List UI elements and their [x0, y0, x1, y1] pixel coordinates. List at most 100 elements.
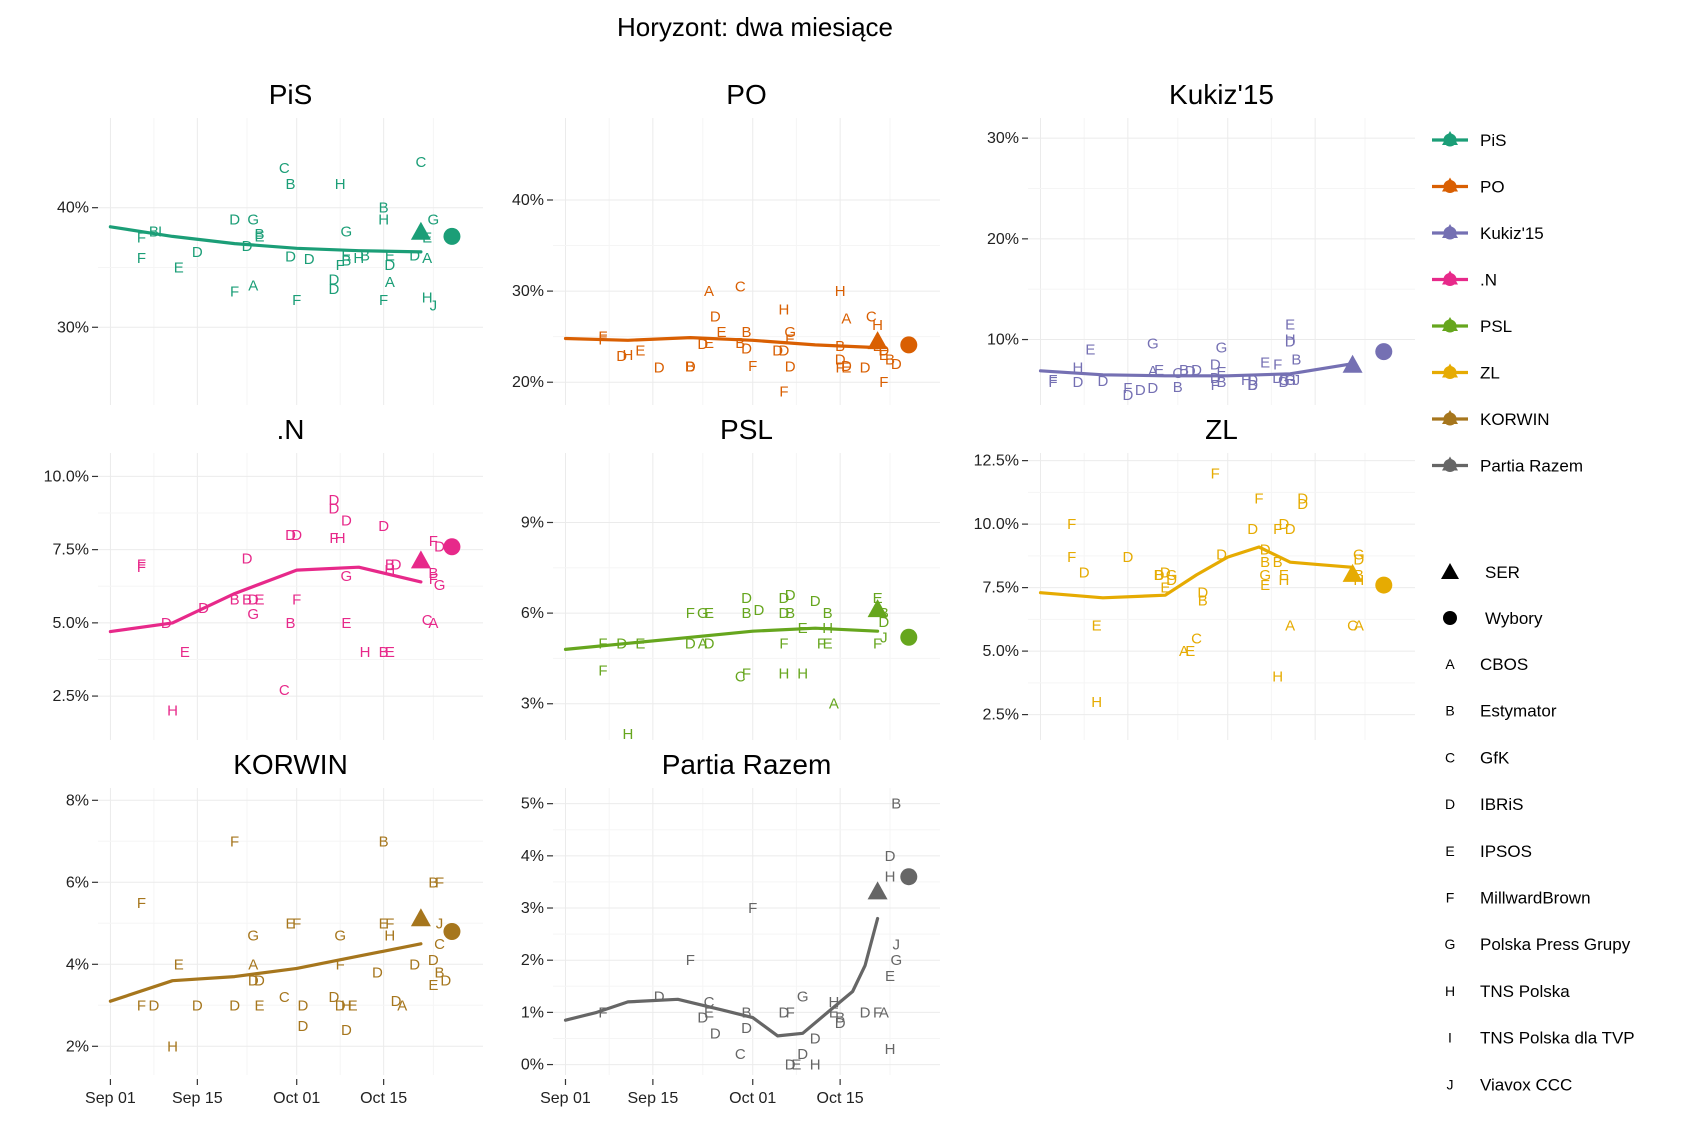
- panel-title: Partia Razem: [662, 749, 832, 780]
- poll-point-b: B: [885, 351, 895, 368]
- poll-point-h: H: [797, 666, 808, 683]
- y-tick-label: 4%: [66, 956, 89, 973]
- poll-point-e: E: [704, 1004, 714, 1021]
- poll-point-j: J: [893, 937, 901, 954]
- poll-point-g: G: [334, 928, 346, 945]
- y-tick-label: 7.5%: [983, 580, 1019, 597]
- poll-point-f: F: [292, 591, 301, 608]
- poll-point-e: E: [341, 615, 351, 632]
- poll-point-h: H: [422, 289, 433, 306]
- y-tick-label: 5%: [521, 796, 544, 813]
- poll-point-d: D: [242, 238, 253, 255]
- poll-point-e: E: [174, 956, 184, 973]
- poll-point-h: H: [167, 703, 178, 720]
- poll-point-c: C: [866, 309, 877, 326]
- poll-point-a: A: [1354, 618, 1364, 635]
- poll-point-d: D: [779, 590, 790, 607]
- poll-point-b: B: [891, 796, 901, 813]
- x-tick-label: Oct 01: [729, 1090, 776, 1107]
- poll-point-h: H: [885, 869, 896, 886]
- legend-pollster-label: Estymator: [1480, 702, 1557, 721]
- poll-point-d: D: [1272, 370, 1283, 387]
- panel-title: KORWIN: [233, 749, 348, 780]
- x-tick-label: Sep 01: [85, 1090, 136, 1107]
- legend-circle: [1443, 133, 1457, 147]
- poll-point-d: D: [304, 251, 315, 268]
- legend-party-n: .N: [1432, 270, 1497, 290]
- poll-point-f: F: [873, 1004, 882, 1021]
- poll-point-g: G: [1278, 372, 1290, 389]
- poll-point-d: D: [1079, 564, 1090, 581]
- poll-point-c: C: [434, 936, 445, 953]
- legend-party-label: PiS: [1480, 131, 1506, 150]
- poll-point-a: A: [829, 696, 839, 713]
- y-tick-label: 2.5%: [983, 707, 1019, 724]
- poll-point-d: D: [710, 309, 721, 326]
- poll-point-f: F: [1211, 377, 1220, 394]
- poll-point-a: A: [1285, 618, 1295, 635]
- poll-point-a: A: [385, 274, 395, 291]
- legend-circle: [1443, 366, 1457, 379]
- poll-points: FFDEHFDGAEDCFDBDDDDBFHHEDBHEFAEBDJF: [598, 587, 889, 743]
- legend-circle: [1443, 611, 1457, 625]
- legend-shape-label: SER: [1485, 563, 1520, 582]
- gridlines: [553, 788, 940, 1075]
- poll-point-c: C: [1347, 618, 1358, 635]
- poll-point-d: D: [810, 593, 821, 610]
- poll-point-f: F: [1067, 516, 1076, 533]
- poll-point-a: A: [422, 250, 432, 267]
- poll-point-g: G: [247, 212, 259, 229]
- poll-point-d: D: [248, 973, 259, 990]
- poll-point-e: E: [385, 248, 395, 265]
- wybory-marker: [443, 538, 461, 556]
- poll-point-h: H: [341, 997, 352, 1014]
- wybory-marker: [900, 868, 918, 886]
- poll-point-g: G: [890, 952, 902, 969]
- legend-pollster-polska-press-grupy: G Polska Press Grupy: [1445, 935, 1631, 954]
- trend-line: [1038, 362, 1355, 378]
- poll-point-e: E: [1092, 618, 1102, 635]
- poll-point-e: E: [1285, 316, 1295, 333]
- poll-point-d: D: [616, 348, 627, 365]
- poll-point-f: F: [429, 571, 438, 588]
- legend-pollster-letter: F: [1446, 890, 1455, 906]
- poll-point-a: A: [879, 1004, 889, 1021]
- poll-point-b: B: [685, 359, 695, 376]
- y-tick-label: 6%: [521, 605, 544, 622]
- wybory-marker: [1375, 576, 1393, 594]
- poll-point-i: I: [158, 224, 162, 241]
- poll-point-b: B: [1291, 352, 1301, 369]
- panel-title: PiS: [269, 79, 313, 110]
- poll-point-e: E: [1085, 342, 1095, 359]
- poll-point-h: H: [885, 1041, 896, 1058]
- poll-point-d: D: [741, 590, 752, 607]
- legend-pollster-label: TNS Polska: [1480, 982, 1570, 1001]
- poll-point-b: B: [735, 335, 745, 352]
- poll-point-e: E: [635, 342, 645, 359]
- legend-pollster-label: Viavox CCC: [1480, 1075, 1572, 1094]
- poll-point-d: D: [409, 956, 420, 973]
- poll-point-g: G: [247, 928, 259, 945]
- legend-circle: [1443, 459, 1457, 472]
- poll-point-d: D: [297, 1018, 308, 1035]
- poll-point-g: G: [1259, 567, 1271, 584]
- legend-shape-label: Wybory: [1485, 609, 1543, 628]
- wybory-marker: [1375, 343, 1393, 361]
- legend: PiS PO Kukiz'15 .N PSL ZL KORWIN Partia Razem SE…: [1432, 131, 1635, 1094]
- poll-point-b: B: [1248, 377, 1258, 394]
- wybory-marker: [443, 923, 461, 940]
- poll-point-g: G: [797, 989, 809, 1006]
- panel-title: ZL: [1205, 414, 1238, 445]
- poll-point-f: F: [329, 530, 338, 547]
- poll-point-e: E: [1216, 364, 1226, 381]
- poll-point-e: E: [829, 1004, 839, 1021]
- poll-point-f: F: [385, 915, 394, 932]
- poll-point-d: D: [329, 492, 340, 509]
- ser-marker: [1342, 563, 1363, 582]
- panel-korwin: KORWIN 2% 4% 6% 8% Sep 01 Sep 15 Oct 01 Oct 15 F F…: [66, 749, 483, 1107]
- poll-point-d: D: [440, 973, 451, 990]
- poll-point-d: D: [810, 1030, 821, 1047]
- poll-point-f: F: [292, 915, 301, 932]
- legend-party-label: .N: [1480, 271, 1497, 290]
- legend-party-psl: PSL: [1432, 317, 1512, 336]
